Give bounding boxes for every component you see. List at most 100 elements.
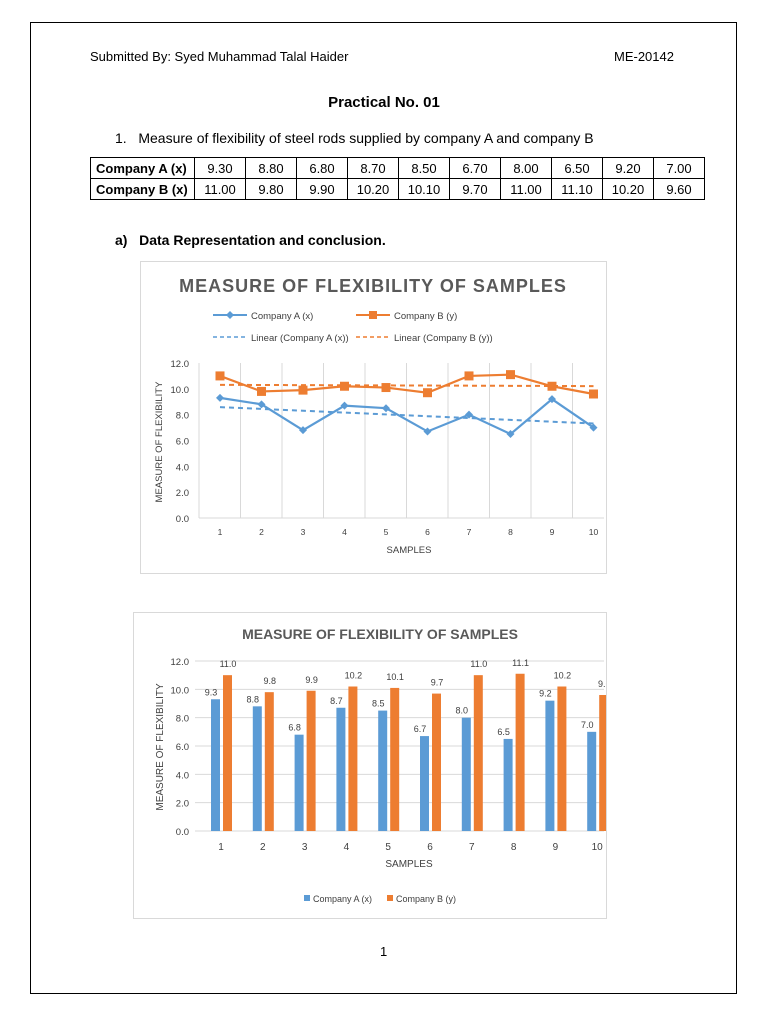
legend-marker xyxy=(369,311,377,319)
data-point xyxy=(298,385,308,395)
data-label: 11.0 xyxy=(220,659,237,669)
data-point xyxy=(340,401,349,410)
x-tick-label: 8 xyxy=(511,842,517,853)
data-label: 10.2 xyxy=(554,671,572,681)
x-tick-label: 4 xyxy=(344,842,350,853)
data-point xyxy=(423,427,432,436)
table-cell: 11.10 xyxy=(551,178,603,200)
table-cell: 8.50 xyxy=(398,157,450,179)
bar xyxy=(211,699,220,831)
table-cell: 9.30 xyxy=(194,157,246,179)
y-tick-label: 10.0 xyxy=(171,385,190,396)
data-label: 6.5 xyxy=(497,727,510,737)
y-tick-label: 0.0 xyxy=(176,514,189,525)
data-label: 6.7 xyxy=(414,724,427,734)
y-tick-label: 12.0 xyxy=(171,359,190,370)
bar xyxy=(294,734,304,831)
table-row: Company A (x) 9.30 8.80 6.80 8.70 8.50 6.70 8.0… xyxy=(90,157,705,179)
x-tick-label: 7 xyxy=(467,527,472,537)
page-border xyxy=(30,22,737,994)
data-label: 9.3 xyxy=(205,687,218,697)
table-cell: 10.20 xyxy=(602,178,654,200)
y-tick-label: 6.0 xyxy=(176,742,189,753)
table-cell: 10.10 xyxy=(398,178,450,200)
y-tick-label: 4.0 xyxy=(176,770,189,781)
y-axis-title: MEASURE OF FLEXIBILITY xyxy=(154,381,165,503)
data-label: 6.8 xyxy=(288,723,301,733)
x-tick-label: 6 xyxy=(425,527,430,537)
table-cell: 9.80 xyxy=(245,178,297,200)
table-cell: 10.20 xyxy=(347,178,399,200)
data-label: 9.9 xyxy=(305,675,318,685)
x-tick-label: 5 xyxy=(385,842,391,853)
table-cell: 8.00 xyxy=(500,157,552,179)
bar xyxy=(378,710,388,831)
data-point xyxy=(464,371,474,381)
y-tick-label: 2.0 xyxy=(176,799,189,810)
table-cell: 11.00 xyxy=(500,178,552,200)
chart-title: MEASURE OF FLEXIBILITY OF SAMPLES xyxy=(179,276,567,296)
data-point xyxy=(340,381,349,391)
table-cell: 9.90 xyxy=(296,178,348,200)
x-tick-label: 10 xyxy=(592,842,604,853)
bar xyxy=(515,673,525,831)
bar xyxy=(503,738,513,831)
line-chart-container: MEASURE OF FLEXIBILITY OF SAMPLES Company… xyxy=(140,261,607,574)
legend-label: Company B (y) xyxy=(394,311,457,322)
data-label: 8.0 xyxy=(456,706,469,716)
x-tick-label: 9 xyxy=(550,527,555,537)
table-cell: 6.70 xyxy=(449,157,501,179)
x-tick-label: 3 xyxy=(301,527,306,537)
data-label: 11.1 xyxy=(512,658,529,668)
table-cell: 9.20 xyxy=(602,157,654,179)
data-point xyxy=(589,423,598,432)
bar-chart: MEASURE OF FLEXIBILITY OF SAMPLES 0.0 2.0 4… xyxy=(155,626,610,904)
data-point xyxy=(257,386,266,396)
y-tick-label: 2.0 xyxy=(176,488,189,499)
bar xyxy=(336,707,346,831)
y-tick-label: 6.0 xyxy=(176,437,189,448)
x-tick-label: 2 xyxy=(259,527,264,537)
y-tick-label: 4.0 xyxy=(176,462,189,473)
table-cell: 9.70 xyxy=(449,178,501,200)
table-row: Company B (x) 11.00 9.80 9.90 10.20 10.10 9.70… xyxy=(90,178,705,200)
data-table: Company A (x) 9.30 8.80 6.80 8.70 8.50 6.70 8.0… xyxy=(90,157,705,200)
y-tick-label: 10.0 xyxy=(171,685,190,696)
y-axis-title: MEASURE OF FLEXIBILITY xyxy=(155,683,166,811)
data-label: 8.5 xyxy=(372,699,385,709)
x-tick-label: 4 xyxy=(342,527,347,537)
bar xyxy=(599,695,609,831)
data-label: 8.7 xyxy=(330,696,343,706)
legend-label: Linear (Company A (x)) xyxy=(251,333,349,344)
bar xyxy=(306,690,316,831)
y-tick-label: 0.0 xyxy=(176,827,189,838)
legend-swatch xyxy=(304,895,310,901)
x-tick-label: 5 xyxy=(384,527,389,537)
legend-swatch xyxy=(387,895,393,901)
table-cell: 8.70 xyxy=(347,157,399,179)
table-cell: 11.00 xyxy=(194,178,246,200)
x-tick-label: 3 xyxy=(302,842,308,853)
bar xyxy=(461,717,471,831)
x-tick-label: 2 xyxy=(260,842,266,853)
bar xyxy=(587,731,597,831)
y-tick-label: 12.0 xyxy=(171,657,190,668)
legend-label: Company A (x) xyxy=(313,894,372,904)
data-point xyxy=(506,370,515,380)
x-tick-label: 1 xyxy=(218,527,223,537)
data-label: 9.6 xyxy=(598,679,606,689)
legend-label: Linear (Company B (y)) xyxy=(394,333,493,344)
line-chart: MEASURE OF FLEXIBILITY OF SAMPLES Company… xyxy=(154,276,604,556)
bar xyxy=(348,686,358,831)
data-point xyxy=(215,371,225,381)
data-point xyxy=(589,389,598,399)
chart-title: MEASURE OF FLEXIBILITY OF SAMPLES xyxy=(242,626,518,642)
table-cell: 9.60 xyxy=(653,178,705,200)
series-line xyxy=(219,373,594,396)
data-point xyxy=(423,388,432,398)
y-tick-label: 8.0 xyxy=(176,714,189,725)
y-tick-label: 8.0 xyxy=(176,411,189,422)
legend-label: Company A (x) xyxy=(251,311,313,322)
data-label: 10.1 xyxy=(386,672,404,682)
